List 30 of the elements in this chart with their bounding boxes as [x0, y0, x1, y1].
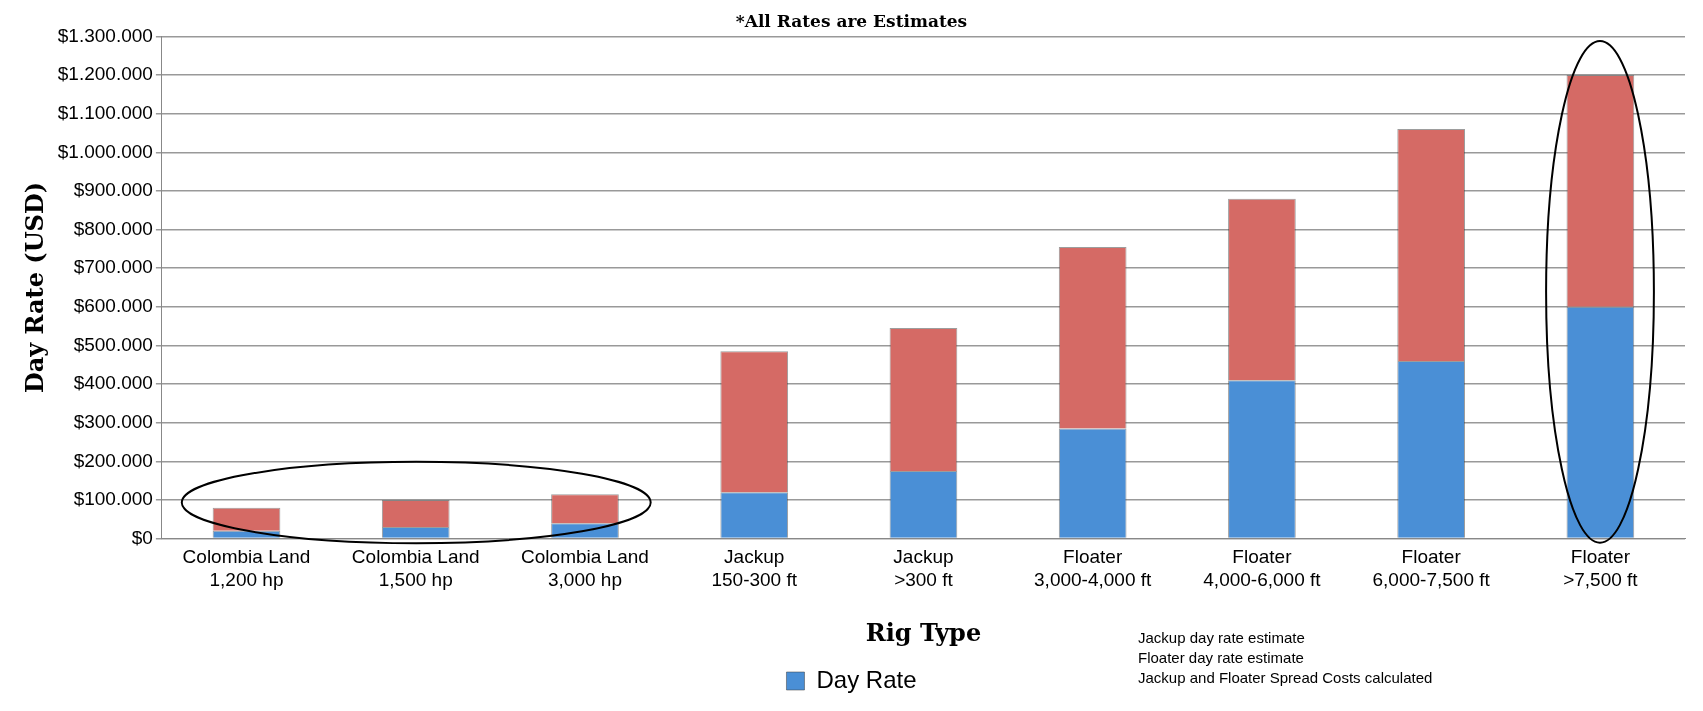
text: Jackup day rate estimate: [1138, 628, 1306, 648]
x-tick-label: Jackup 150-300 ft: [711, 546, 798, 591]
x-tick-label: Colombia Land 3,000 hp: [521, 546, 649, 591]
text: Floater day rate estimate: [1138, 648, 1305, 668]
x-tick-label: Colombia Land 1,200 hp: [182, 546, 311, 591]
y-tick-label: $500.000: [73, 333, 153, 355]
x-tick-label: Floater 3,000-4,000 ft: [1034, 546, 1153, 591]
y-tick-label: $100.000: [73, 488, 153, 510]
y-tick-label: $0: [131, 526, 153, 548]
x-tick-label: Floater 6,000-7,500 ft: [1372, 546, 1491, 591]
y-tick-label: $1.200.000: [57, 63, 153, 85]
x-tick-label: Jackup >300 ft: [893, 546, 954, 591]
y-axis-title: Day Rate (USD): [19, 181, 49, 394]
y-tick-label: $300.000: [73, 410, 153, 432]
x-tick-label: Floater 4,000-6,000 ft: [1203, 546, 1322, 591]
y-tick-label: $700.000: [73, 256, 153, 278]
chart-title: *All Rates are Estimates: [735, 10, 968, 31]
x-tick-label: Colombia Land 1,500 hp: [351, 546, 480, 591]
y-tick-label: $400.000: [73, 372, 153, 394]
y-tick-label: $200.000: [73, 449, 153, 471]
text: Jackup and Floater Spread Costs calculated: [1138, 668, 1433, 688]
y-tick-label: $1.300.000: [57, 24, 153, 46]
y-tick-label: $1.000.000: [57, 140, 153, 162]
y-tick-label: $900.000: [73, 179, 153, 201]
legend-label: Day Rate: [816, 665, 917, 693]
y-tick-label: $1.100.000: [57, 101, 153, 123]
x-axis-title: Rig Type: [865, 617, 982, 647]
x-tick-label: Floater >7,500 ft: [1563, 546, 1639, 591]
y-tick-label: $600.000: [73, 295, 153, 317]
y-tick-label: $800.000: [73, 217, 153, 239]
